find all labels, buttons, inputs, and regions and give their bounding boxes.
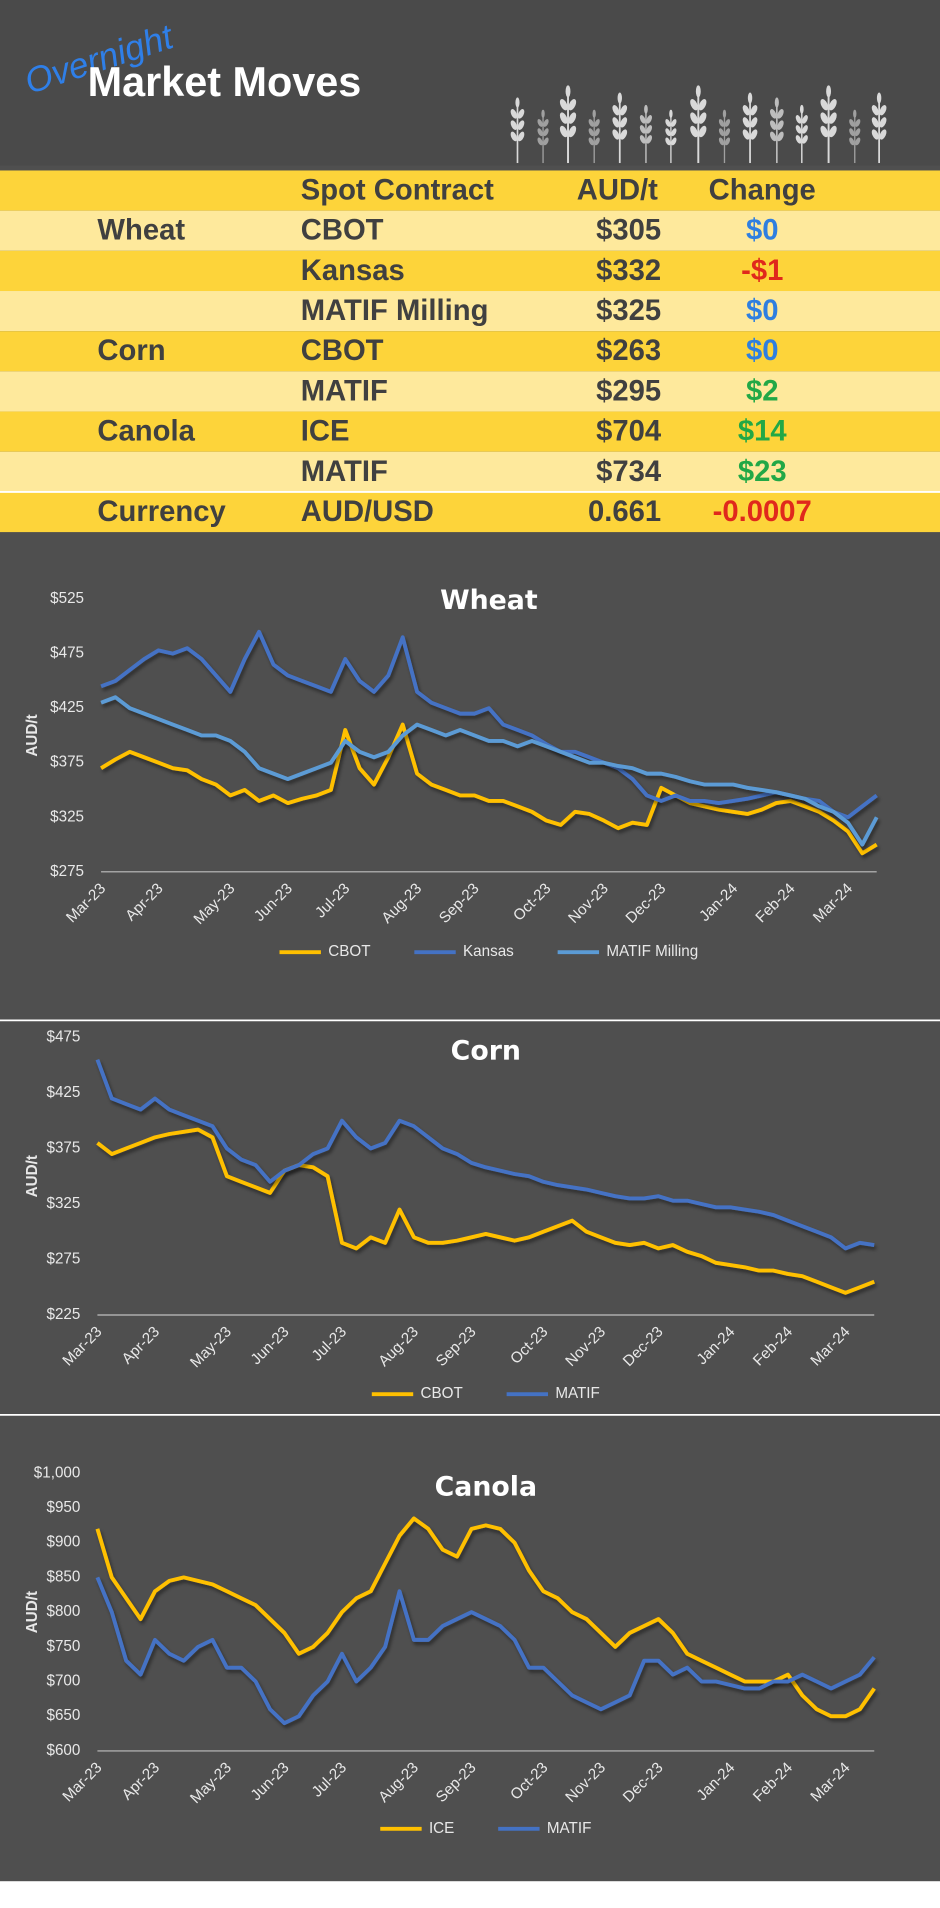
y-tick-label: $650: [47, 1707, 81, 1724]
legend: ICE MATIF: [380, 1820, 591, 1837]
table-price: $263: [596, 335, 661, 367]
table-group: Corn: [97, 335, 165, 367]
table-contract: AUD/USD: [301, 496, 434, 528]
table-header: AUD/t: [577, 174, 658, 206]
table-price: $295: [596, 375, 661, 407]
table-price: $325: [596, 295, 661, 327]
table-change: $0: [746, 335, 779, 367]
table-change: $14: [738, 416, 788, 448]
table-contract: MATIF: [301, 375, 388, 407]
table-header: Spot Contract: [301, 174, 494, 206]
y-tick-label: $475: [50, 645, 84, 662]
table-row-bg: [0, 371, 940, 412]
y-tick-label: $375: [47, 1139, 81, 1156]
table-change: -$1: [741, 255, 783, 287]
y-tick-label: $425: [47, 1084, 81, 1101]
series-line: [95, 1516, 876, 1719]
y-tick-label: $900: [47, 1534, 81, 1551]
table-change: $0: [746, 295, 779, 327]
table-contract: Kansas: [301, 255, 405, 287]
table-header: Change: [709, 174, 816, 206]
y-tick-label: $475: [47, 1028, 81, 1045]
table-price: 0.661: [588, 496, 661, 528]
table-contract: MATIF Milling: [301, 295, 489, 327]
y-tick-label: $600: [47, 1742, 81, 1759]
legend-label: CBOT: [421, 1385, 463, 1402]
series-line: [100, 722, 878, 856]
y-tick-label: $275: [50, 863, 84, 880]
chart-title: Corn: [451, 1036, 521, 1067]
table-contract: CBOT: [301, 215, 384, 247]
y-tick-label: $375: [50, 754, 84, 771]
table-price: $734: [596, 456, 662, 488]
y-axis-label: AUD/t: [24, 1591, 41, 1633]
table-row-bg: [0, 451, 940, 492]
table-price: $332: [596, 255, 661, 287]
table-contract: CBOT: [301, 335, 384, 367]
y-tick-label: $425: [50, 699, 84, 716]
header-title: Market Moves: [88, 59, 362, 105]
legend-label: MATIF: [555, 1385, 600, 1402]
footer-band: [0, 1881, 940, 1908]
legend: CBOT MATIF: [371, 1385, 600, 1402]
series-line: [96, 1127, 875, 1295]
y-tick-label: $275: [47, 1251, 81, 1268]
series-line: [95, 1576, 876, 1726]
table-change: -0.0007: [713, 496, 812, 528]
table-row-bg: [0, 291, 940, 332]
y-tick-label: $950: [47, 1499, 81, 1516]
y-axis-label: AUD/t: [24, 714, 41, 756]
y-tick-label: $225: [47, 1306, 81, 1323]
y-tick-label: $1,000: [34, 1464, 81, 1481]
y-axis-label: AUD/t: [24, 1155, 41, 1197]
series-line: [100, 695, 879, 847]
table-group: Wheat: [97, 215, 185, 247]
series-line: [95, 1058, 875, 1251]
legend-label: MATIF: [547, 1820, 592, 1837]
table-contract: MATIF: [301, 456, 388, 488]
y-tick-label: $325: [50, 808, 84, 825]
table-price: $305: [596, 215, 661, 247]
y-tick-label: $700: [47, 1673, 81, 1690]
chart-title: Wheat: [440, 585, 538, 616]
table-change: $23: [738, 456, 787, 488]
legend-label: Kansas: [463, 943, 514, 960]
y-tick-label: $750: [47, 1638, 81, 1655]
table-row-bg: [0, 210, 940, 251]
y-tick-label: $525: [50, 590, 84, 607]
chart-title: Canola: [435, 1471, 537, 1502]
y-tick-label: $850: [47, 1568, 81, 1585]
y-tick-label: $325: [47, 1195, 81, 1212]
header-band: [0, 0, 940, 166]
table-row-bg: [0, 491, 940, 533]
legend-label: ICE: [429, 1820, 454, 1837]
y-tick-label: $800: [47, 1603, 81, 1620]
legend-label: CBOT: [328, 943, 370, 960]
table-contract: ICE: [301, 416, 350, 448]
table-group: Canola: [97, 416, 195, 448]
table-group: Currency: [97, 496, 226, 528]
table-row-bg: [0, 411, 940, 452]
legend-label: MATIF Milling: [606, 943, 698, 960]
table-row-bg: [0, 331, 940, 372]
table-price: $704: [596, 416, 662, 448]
series-line: [100, 629, 878, 820]
table: Spot Contract AUD/t Change Wheat CBOT $305 $0 K…: [0, 170, 940, 533]
table-change: $0: [746, 215, 779, 247]
table-row-bg: [0, 250, 940, 292]
legend: CBOT Kansas MATIF Milling: [279, 943, 698, 960]
table-row-bg: [0, 170, 940, 211]
table-change: $2: [746, 375, 779, 407]
